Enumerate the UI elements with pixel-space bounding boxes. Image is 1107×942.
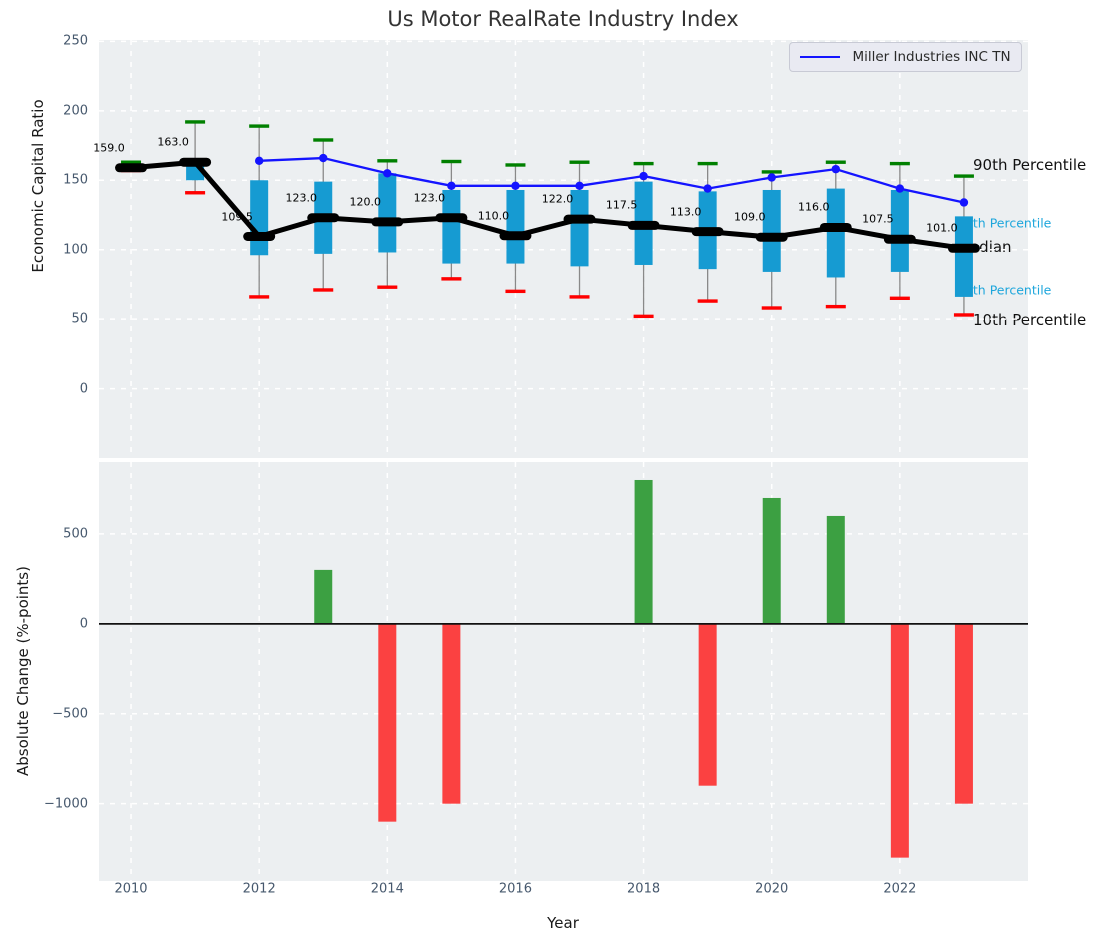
cap-90th xyxy=(185,120,206,124)
cap-10th xyxy=(441,277,462,281)
change-bar xyxy=(698,623,717,786)
median-marker xyxy=(947,243,980,253)
cap-90th xyxy=(441,159,462,164)
chart-title: Us Motor RealRate Industry Index xyxy=(387,7,739,31)
cap-90th xyxy=(953,174,974,178)
company-point xyxy=(959,198,969,207)
cap-10th xyxy=(185,191,206,195)
company-point xyxy=(511,181,520,191)
cap-10th xyxy=(825,304,846,309)
cap-10th xyxy=(633,314,654,319)
cap-10th xyxy=(953,313,974,317)
iqr-box xyxy=(506,189,525,264)
company-point xyxy=(383,169,392,178)
bottom-plot-area xyxy=(99,462,1028,881)
change-bar xyxy=(378,623,397,822)
legend-line-sample xyxy=(800,56,841,58)
cap-10th xyxy=(377,285,398,289)
company-point xyxy=(447,181,456,191)
company-line xyxy=(259,156,965,204)
cap-90th xyxy=(761,170,782,174)
cap-10th xyxy=(889,296,910,300)
cap-10th xyxy=(761,306,782,310)
percentile-annotation: 90th Percentile xyxy=(973,155,1087,174)
change-bar xyxy=(762,497,781,624)
cap-10th xyxy=(249,295,270,299)
change-bar xyxy=(890,623,909,858)
cap-90th xyxy=(505,163,526,167)
cap-90th xyxy=(825,160,846,164)
x-axis-label: Year xyxy=(547,914,579,932)
company-point xyxy=(767,173,776,182)
percentile-annotation: 75th Percentile xyxy=(957,215,1052,231)
iqr-box xyxy=(826,188,845,278)
cap-90th xyxy=(377,159,398,163)
cap-90th xyxy=(249,124,270,128)
company-point xyxy=(575,181,584,191)
median-marker xyxy=(755,232,788,242)
iqr-box xyxy=(954,216,973,297)
company-point xyxy=(831,164,840,174)
change-bar xyxy=(826,515,845,624)
change-bar xyxy=(314,569,333,624)
percentile-annotation: 25th Percentile xyxy=(957,282,1052,298)
company-point xyxy=(895,184,905,193)
cap-10th xyxy=(313,288,334,292)
cap-10th xyxy=(569,295,590,299)
cap-90th xyxy=(633,161,654,166)
cap-90th xyxy=(889,161,910,166)
legend-label: Miller Industries INC TN xyxy=(852,49,1011,65)
median-marker xyxy=(883,234,916,244)
cap-90th xyxy=(697,161,718,166)
median-marker xyxy=(371,217,404,227)
median-marker xyxy=(307,213,340,223)
company-point xyxy=(254,156,264,166)
cap-90th xyxy=(569,160,590,164)
company-point xyxy=(639,171,648,181)
iqr-box xyxy=(890,189,909,272)
iqr-box xyxy=(442,189,461,264)
company-point xyxy=(703,184,712,193)
legend: Miller Industries INC TN xyxy=(789,42,1022,72)
percentile-annotation: 10th Percentile xyxy=(973,310,1087,329)
iqr-box xyxy=(762,189,781,272)
change-bar xyxy=(442,623,461,804)
median-marker xyxy=(115,163,148,173)
median-marker xyxy=(243,232,276,242)
cap-10th xyxy=(505,289,526,294)
median-marker xyxy=(819,222,852,232)
cap-90th xyxy=(313,138,334,142)
iqr-box xyxy=(378,173,397,253)
median-marker xyxy=(627,220,660,230)
median-marker xyxy=(563,214,596,224)
change-bar xyxy=(634,479,653,624)
median-marker xyxy=(499,231,532,241)
company-point xyxy=(319,153,328,163)
cap-10th xyxy=(697,299,718,303)
cap-90th xyxy=(121,160,142,164)
median-marker xyxy=(691,227,724,237)
median-marker xyxy=(179,157,212,167)
iqr-box xyxy=(250,180,269,256)
iqr-box xyxy=(570,189,589,267)
change-bar xyxy=(954,623,973,804)
median-marker xyxy=(435,213,468,223)
